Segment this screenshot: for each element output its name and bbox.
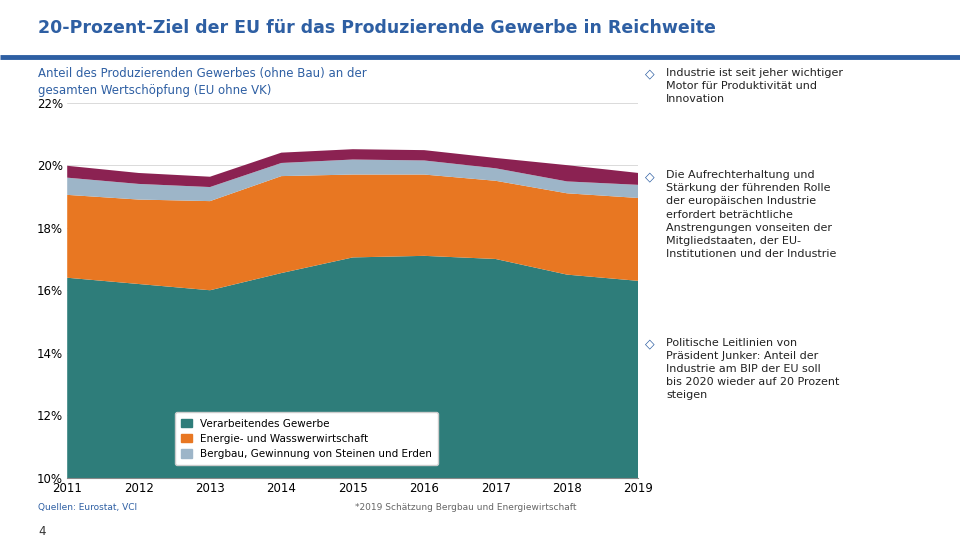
Text: ◇: ◇ [645, 68, 655, 80]
Text: Industrie ist seit jeher wichtiger
Motor für Produktivität und
Innovation: Industrie ist seit jeher wichtiger Motor… [666, 68, 843, 104]
Text: Quellen: Eurostat, VCI: Quellen: Eurostat, VCI [38, 503, 137, 512]
Text: ◇: ◇ [645, 170, 655, 183]
Text: Die Aufrechterhaltung und
Stärkung der führenden Rolle
der europäischen Industri: Die Aufrechterhaltung und Stärkung der f… [666, 170, 836, 259]
Text: 20-Prozent-Ziel der EU für das Produzierende Gewerbe in Reichweite: 20-Prozent-Ziel der EU für das Produzier… [38, 19, 716, 37]
Text: gesamten Wertschöpfung (EU ohne VK): gesamten Wertschöpfung (EU ohne VK) [38, 84, 272, 97]
Text: *2019 Schätzung Bergbau und Energiewirtschaft: *2019 Schätzung Bergbau und Energiewirts… [355, 503, 577, 512]
Text: Politische Leitlinien von
Präsident Junker: Anteil der
Industrie am BIP der EU s: Politische Leitlinien von Präsident Junk… [666, 338, 840, 400]
Text: ◇: ◇ [645, 338, 655, 350]
Text: 4: 4 [38, 525, 46, 538]
Legend: Verarbeitendes Gewerbe, Energie- und Wasswerwirtschaft, Bergbau, Gewinnung von S: Verarbeitendes Gewerbe, Energie- und Was… [176, 412, 439, 465]
Text: Anteil des Produzierenden Gewerbes (ohne Bau) an der: Anteil des Produzierenden Gewerbes (ohne… [38, 68, 367, 80]
